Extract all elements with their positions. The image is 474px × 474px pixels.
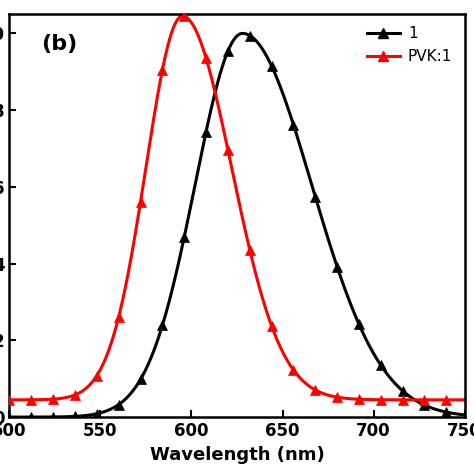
- Legend: 1, PVK:1: 1, PVK:1: [362, 22, 457, 69]
- X-axis label: Wavelength (nm): Wavelength (nm): [150, 446, 324, 464]
- Text: (b): (b): [41, 35, 78, 55]
